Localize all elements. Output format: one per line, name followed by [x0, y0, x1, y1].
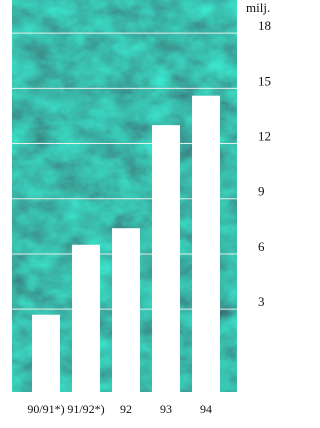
chart: milj. kpl 3 6 9 12 15 18 90/91*)91/92*) 92 93 94: [0, 0, 273, 428]
bar: [192, 96, 220, 392]
y-tick-label: 3: [258, 294, 265, 309]
y-tick-label: 12: [258, 129, 271, 144]
bar: [112, 228, 140, 392]
x-tick-label: 94: [200, 402, 212, 416]
bar: [32, 315, 60, 392]
x-tick-label: 90/91*): [27, 402, 64, 416]
bar: [152, 125, 180, 392]
bar: [72, 245, 100, 392]
y-tick-label: 18: [258, 18, 271, 33]
y-axis-label: milj. kpl: [246, 0, 273, 15]
y-tick-label: 6: [258, 239, 265, 254]
x-tick-label: 92: [120, 402, 132, 416]
page: {"chart_data": {"type": "bar", "y_axis_l…: [0, 0, 320, 428]
x-tick-label: 91/92*): [67, 402, 104, 416]
y-tick-label: 9: [258, 184, 265, 199]
y-tick-label: 15: [258, 73, 271, 88]
x-tick-label: 93: [160, 402, 172, 416]
